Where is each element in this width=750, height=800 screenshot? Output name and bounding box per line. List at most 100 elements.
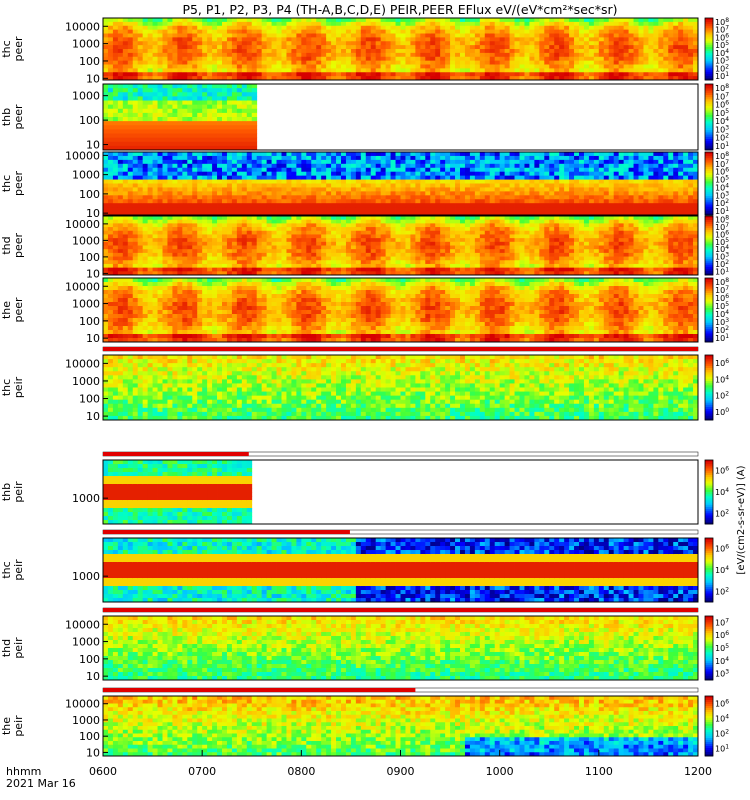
heatmap-cell [222, 29, 228, 34]
heatmap-cell [484, 152, 491, 157]
heatmap-cell [618, 45, 625, 50]
heatmap-cell [246, 52, 253, 58]
heatmap-cell [668, 163, 674, 169]
heatmap-cell [103, 171, 109, 177]
heatmap-cell [494, 25, 501, 31]
heatmap-cell [261, 68, 268, 73]
heatmap-cell [226, 195, 233, 200]
heatmap-cell [132, 125, 139, 130]
heatmap-cell [380, 64, 387, 69]
heatmap-cell [678, 183, 684, 188]
heatmap-cell [524, 45, 530, 50]
heatmap-cell [306, 179, 312, 184]
heatmap-cell [167, 96, 173, 101]
heatmap-cell [628, 72, 634, 77]
heatmap-cell [112, 52, 119, 58]
heatmap-cell [375, 25, 382, 31]
heatmap-cell [152, 199, 158, 204]
heatmap-cell [420, 56, 426, 62]
heatmap-cell [588, 49, 595, 54]
heatmap-cell [167, 159, 173, 165]
heatmap-cell [177, 64, 183, 69]
heatmap-cell [241, 216, 248, 221]
heatmap-cell [405, 25, 411, 31]
heatmap-cell [623, 60, 629, 65]
heatmap-cell [291, 56, 297, 62]
heatmap-cell [107, 203, 114, 208]
heatmap-cell [286, 195, 292, 200]
heatmap-cell [598, 29, 605, 34]
heatmap-cell [628, 52, 634, 58]
heatmap-cell [117, 167, 124, 173]
heatmap-cell [350, 29, 357, 34]
heatmap-cell [450, 203, 456, 208]
heatmap-cell [226, 45, 233, 50]
heatmap-cell [167, 108, 173, 114]
heatmap-cell [246, 137, 253, 143]
heatmap-cell [539, 187, 545, 192]
heatmap-cell [117, 112, 124, 118]
heatmap-cell [192, 191, 198, 196]
heatmap-cell [246, 203, 253, 208]
heatmap-cell [197, 249, 203, 254]
heatmap-cell [648, 29, 654, 34]
heatmap-cell [231, 195, 238, 200]
heatmap-cell [122, 37, 129, 42]
heatmap-cell [355, 29, 362, 34]
heatmap-cell [202, 245, 208, 250]
heatmap-cell [182, 121, 188, 126]
heatmap-cell [345, 171, 352, 177]
heatmap-cell [236, 96, 243, 101]
heatmap-cell [182, 141, 188, 147]
heatmap-cell [147, 117, 153, 122]
heatmap-cell [142, 56, 149, 62]
heatmap-cell [122, 249, 129, 254]
heatmap-cell [569, 60, 575, 65]
heatmap-cell [341, 37, 347, 42]
heatmap-cell [688, 167, 694, 173]
heatmap-cell [311, 45, 317, 50]
heatmap-cell [514, 163, 520, 169]
heatmap-cell [142, 223, 149, 228]
heatmap-cell [142, 133, 149, 139]
heatmap-cell [192, 267, 198, 272]
heatmap-cell [653, 183, 659, 188]
heatmap-cell [643, 203, 649, 208]
heatmap-cell [246, 92, 253, 97]
heatmap-cell [613, 179, 620, 184]
heatmap-cell [336, 199, 342, 204]
heatmap-cell [197, 241, 203, 246]
heatmap-cell [172, 267, 178, 272]
heatmap-cell [147, 187, 153, 192]
heatmap-cell [598, 179, 605, 184]
heatmap-cell [554, 191, 560, 196]
heatmap-cell [152, 60, 158, 65]
heatmap-cell [137, 252, 144, 257]
heatmap-cell [420, 37, 426, 42]
heatmap-cell [142, 25, 149, 31]
heatmap-cell [103, 267, 109, 272]
heatmap-cell [395, 21, 401, 27]
heatmap-cell [301, 49, 307, 54]
heatmap-cell [316, 56, 322, 62]
heatmap-cell [603, 18, 610, 23]
heatmap-cell [331, 199, 337, 204]
heatmap-cell [236, 56, 243, 62]
heatmap-cell [177, 29, 183, 34]
heatmap-cell [112, 45, 119, 50]
heatmap-cell [217, 141, 223, 147]
heatmap-cell [226, 100, 233, 106]
heatmap-cell [222, 227, 228, 232]
heatmap-cell [236, 117, 243, 122]
heatmap-cell [231, 234, 238, 239]
heatmap-cell [217, 195, 223, 200]
heatmap-cell [658, 179, 664, 184]
heatmap-cell [182, 167, 188, 173]
heatmap-cell [350, 175, 357, 180]
heatmap-cell [519, 171, 525, 177]
heatmap-cell [217, 49, 223, 54]
heatmap-cell [301, 159, 307, 165]
heatmap-cell [167, 256, 173, 261]
heatmap-cell [455, 60, 461, 65]
heatmap-cell [127, 72, 134, 77]
